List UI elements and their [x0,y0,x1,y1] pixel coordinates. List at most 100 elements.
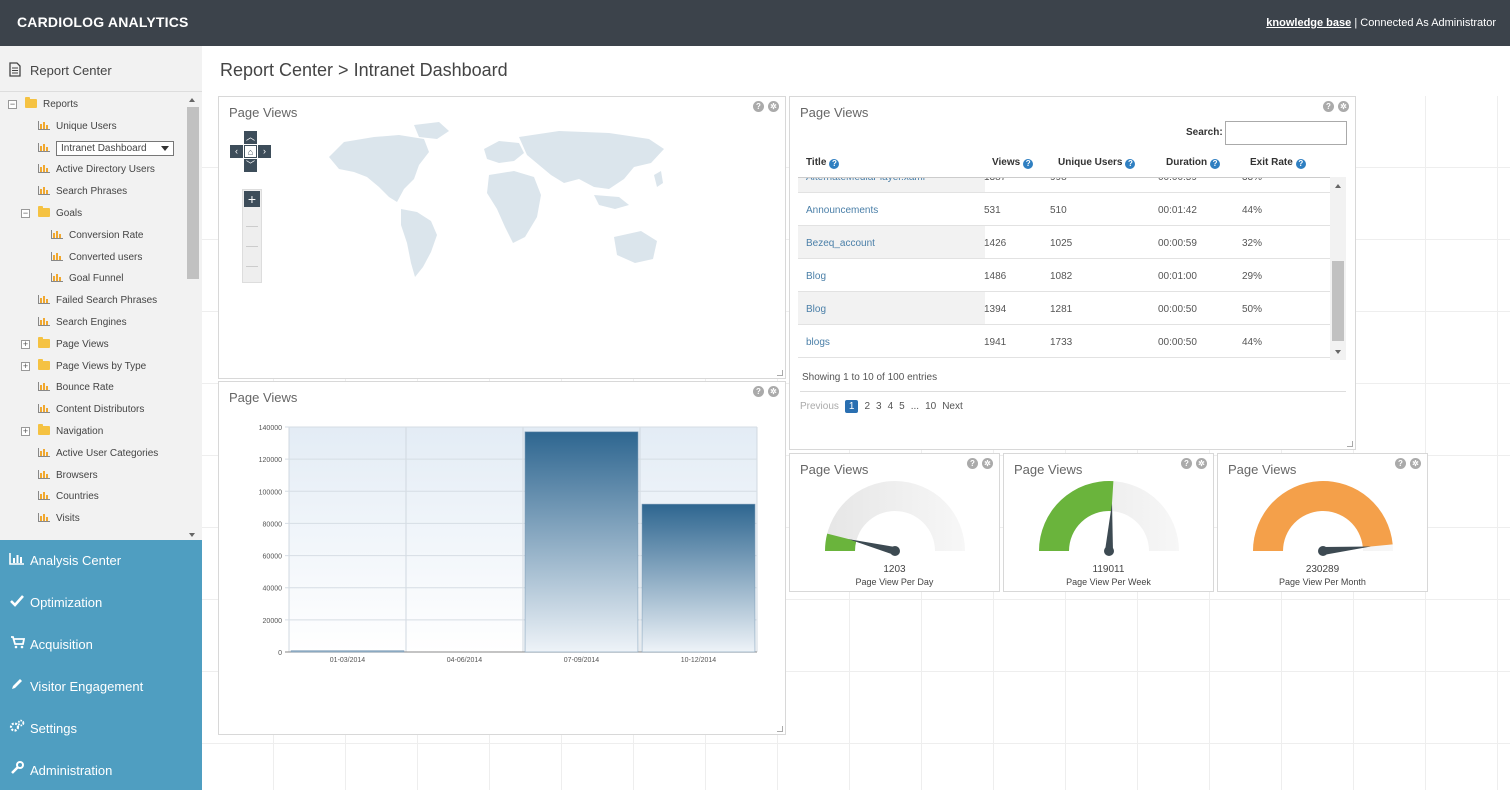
pan-down-icon[interactable]: ﹀ [244,159,257,172]
help-icon[interactable]: ? [1125,159,1136,169]
scroll-up-icon[interactable] [189,98,195,102]
tree-item[interactable]: Page Views [38,336,109,354]
resize-handle[interactable] [777,370,783,376]
gear-icon[interactable]: ✲ [1196,458,1207,469]
menu-item-administration[interactable]: Administration [0,750,202,792]
tree-item[interactable]: Unique Users [38,118,117,136]
page-link[interactable]: 1 [844,400,859,413]
expand-toggle-icon[interactable]: + [21,426,30,436]
menu-item-optimization[interactable]: Optimization [0,582,202,624]
tree-item[interactable]: Visits [38,510,80,528]
zoom-control[interactable]: + [242,189,262,283]
knowledge-base-link[interactable]: knowledge base [1266,17,1352,29]
row-title-link[interactable]: Announcements [806,205,879,216]
expand-toggle-icon[interactable]: − [8,99,17,109]
gear-icon[interactable]: ✲ [982,458,993,469]
help-icon[interactable]: ? [1323,101,1334,112]
menu-item-label: Acquisition [30,637,93,652]
report-center-header[interactable]: Report Center [0,46,202,92]
scroll-down-icon[interactable] [1335,350,1341,354]
tree-item[interactable]: Search Phrases [38,183,127,201]
table-row[interactable]: Bezeq_account 1426 1025 00:00:59 32% [798,226,1330,259]
table-row[interactable]: Announcements 531 510 00:01:42 44% [798,193,1330,226]
page-link[interactable]: 3 [876,401,882,412]
table-row[interactable]: blogs 1941 1733 00:00:50 44% [798,325,1330,358]
help-icon[interactable]: ? [967,458,978,469]
row-title-link[interactable]: Bezeq_account [806,238,875,249]
gear-icon[interactable]: ✲ [1410,458,1421,469]
search-input[interactable] [1225,121,1347,145]
menu-item-visitor-engagement[interactable]: Visitor Engagement [0,666,202,708]
tree-item-label: Converted users [69,251,143,263]
scroll-up-icon[interactable] [1335,184,1341,188]
tree-scroll-thumb[interactable] [187,107,199,279]
help-icon[interactable]: ? [1181,458,1192,469]
tree-item[interactable]: Conversion Rate [51,227,143,245]
column-header[interactable]: Views? [992,157,1034,169]
home-icon[interactable]: ⌂ [244,145,257,158]
menu-item-acquisition[interactable]: Acquisition [0,624,202,666]
expand-toggle-icon[interactable]: + [21,338,30,349]
tree-item[interactable]: Goal Funnel [51,270,123,288]
help-icon[interactable]: ? [1210,159,1221,169]
row-title-link[interactable]: AlternateMediaPlayer.xaml [806,177,925,183]
help-icon[interactable]: ? [1023,159,1034,169]
table-row[interactable]: Blog 1486 1082 00:01:00 29% [798,259,1330,292]
page-link[interactable]: 5 [899,401,905,412]
column-header[interactable]: Exit Rate? [1250,157,1306,169]
help-icon[interactable]: ? [753,386,764,397]
tree-item[interactable]: Reports [25,96,78,114]
tree-item[interactable]: Content Distributors [38,401,144,419]
column-header[interactable]: Title? [806,157,840,169]
tree-scrollbar[interactable] [186,95,200,540]
row-title-link[interactable]: blogs [806,337,830,348]
tree-item[interactable]: Countries [38,488,99,506]
column-header[interactable]: Unique Users? [1058,157,1136,169]
tree-item[interactable]: Active Directory Users [38,161,155,179]
scroll-down-icon[interactable] [189,533,195,537]
report-selector[interactable]: Intranet Dashboard [56,140,174,156]
gear-icon[interactable]: ✲ [768,386,779,397]
help-icon[interactable]: ? [753,101,764,112]
menu-item-settings[interactable]: Settings [0,708,202,750]
gear-icon[interactable]: ✲ [768,101,779,112]
table-scroll-thumb[interactable] [1332,261,1344,341]
table-row[interactable]: AlternateMediaPlayer.xaml 1387 998 00:00:59… [798,177,1330,193]
gear-icon[interactable]: ✲ [1338,101,1349,112]
row-unique-users: 1733 [1050,337,1073,348]
zoom-in-icon[interactable]: + [244,191,260,207]
page-link[interactable]: 10 [925,401,937,412]
pan-up-icon[interactable]: ︿ [244,131,257,144]
resize-handle[interactable] [1347,441,1353,447]
tree-item[interactable]: Bounce Rate [38,379,114,397]
menu-item-analysis-center[interactable]: Analysis Center [0,540,202,582]
tree-item[interactable]: Navigation [38,423,103,441]
row-title-link[interactable]: Blog [806,304,827,315]
help-icon[interactable]: ? [829,159,840,169]
page-link[interactable]: 2 [864,401,871,412]
expand-toggle-icon[interactable]: − [21,208,30,218]
tree-item[interactable]: Page Views by Type [38,358,146,376]
page-link[interactable]: Previous [800,401,839,412]
tree-item[interactable]: Active User Categories [38,445,158,463]
world-map[interactable] [319,117,679,292]
help-icon[interactable]: ? [1295,159,1306,169]
tree-item[interactable]: Failed Search Phrases [38,292,157,310]
table-row[interactable]: Blog 1394 1281 00:00:50 50% [798,292,1330,325]
pan-right-icon[interactable]: › [258,145,271,158]
tree-item[interactable]: Intranet Dashboard [38,140,174,158]
tree-item[interactable]: Browsers [38,467,98,485]
help-icon[interactable]: ? [1395,458,1406,469]
page-link[interactable]: Next [942,401,963,412]
page-link[interactable]: 4 [887,401,894,412]
tree-item[interactable]: Goals [38,205,82,223]
table-scrollbar[interactable] [1330,177,1346,360]
row-title-link[interactable]: Blog [806,271,827,282]
tree-item[interactable]: Converted users [51,249,142,267]
expand-toggle-icon[interactable]: + [21,360,30,371]
tree-item-label: Visits [56,513,80,525]
column-header[interactable]: Duration? [1166,157,1221,169]
pan-left-icon[interactable]: ‹ [230,145,243,158]
tree-item[interactable]: Search Engines [38,314,127,332]
resize-handle[interactable] [777,726,783,732]
